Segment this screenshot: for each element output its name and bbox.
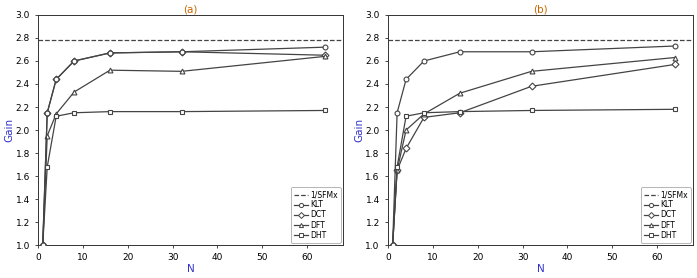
X-axis label: N: N <box>187 264 194 274</box>
Y-axis label: Gain: Gain <box>354 118 364 142</box>
Legend: 1/SFMx, KLT, DCT, DFT, DHT: 1/SFMx, KLT, DCT, DFT, DHT <box>291 187 341 243</box>
Legend: 1/SFMx, KLT, DCT, DFT, DHT: 1/SFMx, KLT, DCT, DFT, DHT <box>641 187 691 243</box>
Title: (b): (b) <box>533 4 548 14</box>
Y-axis label: Gain: Gain <box>4 118 14 142</box>
X-axis label: N: N <box>537 264 544 274</box>
Title: (a): (a) <box>183 4 198 14</box>
